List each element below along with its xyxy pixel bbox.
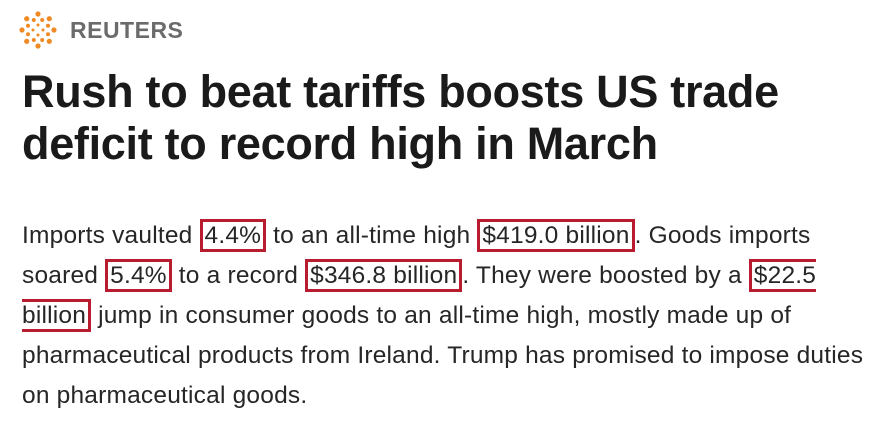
highlighted-figure: $346.8 billion <box>305 259 463 292</box>
highlighted-figure: 4.4% <box>199 219 267 252</box>
paragraph-text: . Goods imports soared <box>22 222 811 289</box>
paragraph-text: . They were boosted by a <box>462 262 749 289</box>
paragraph-text: jump in consumer goods to an all-time hi… <box>22 302 864 409</box>
highlighted-figure: $419.0 billion <box>477 219 635 252</box>
article-paragraph: Imports vaulted 4.4% to an all-time high… <box>22 216 867 416</box>
highlighted-figure: 5.4% <box>105 259 172 292</box>
highlighted-figure: $22.5 billion <box>22 259 817 332</box>
brand-row: REUTERS <box>18 10 183 50</box>
paragraph-text: to an all-time high <box>266 222 478 249</box>
reuters-logo <box>19 11 57 49</box>
brand[interactable]: REUTERS <box>70 16 184 43</box>
paragraph-text: Imports vaulted <box>22 222 200 249</box>
headline: Rush to beat tariffs boosts US trade def… <box>22 66 779 169</box>
paragraph-text: to a record <box>171 262 306 289</box>
